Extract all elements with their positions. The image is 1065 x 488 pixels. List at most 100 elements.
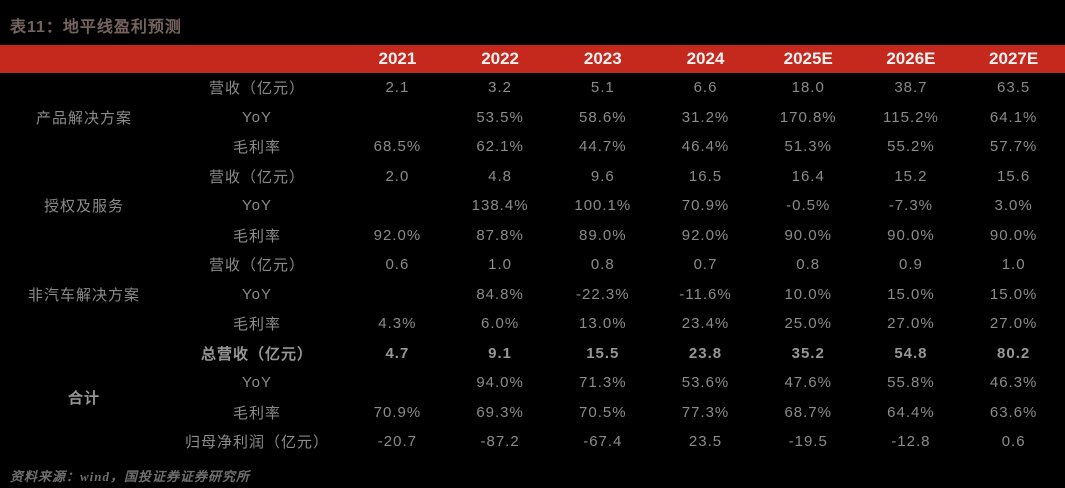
metric-label: 毛利率 <box>233 227 282 245</box>
value-cell: 23.8 <box>688 344 723 362</box>
value-cell: 69.3% <box>476 403 524 421</box>
value-cell: 0.9 <box>898 256 923 274</box>
metric-label: YoY <box>242 374 273 392</box>
table-row: 合计 总营收（亿元） 4.7 9.1 15.5 23.8 35.2 54.8 80.2 <box>0 339 1065 407</box>
value-cell: 87.8% <box>476 226 524 244</box>
table-row: YoY 84.8% -22.3% -11.6% 10.0% 15.0% 15.0% <box>0 280 1065 310</box>
value-cell: -11.6% <box>679 285 732 303</box>
value-cell <box>346 191 449 221</box>
value-cell: 1.0 <box>488 256 513 274</box>
metric-label: 总营收（亿元） <box>201 345 314 363</box>
value-cell: 15.6 <box>997 167 1031 185</box>
value-cell: 92.0% <box>373 226 422 244</box>
value-cell: 63.5 <box>997 79 1031 97</box>
year-column-header: 2022 <box>481 49 520 68</box>
value-cell: 71.3% <box>579 374 627 392</box>
value-cell: 4.3% <box>378 315 417 333</box>
table-row: 毛利率 70.9% 69.3% 70.5% 77.3% 68.7% 64.4% 63.6% <box>0 398 1065 428</box>
value-cell: 0.8 <box>796 256 821 274</box>
value-cell: 1.0 <box>1001 256 1026 274</box>
value-cell: 2.1 <box>385 79 410 97</box>
table-row: 归母净利润（亿元） -20.7 -87.2 -67.4 23.5 -19.5 -12.8 0.… <box>0 427 1065 457</box>
value-cell: 6.6 <box>693 79 718 97</box>
value-cell: 47.6% <box>784 374 832 392</box>
profit-forecast-table: 2021 2022 2023 2024 2025E 2026E 2027E 产品解决方案 营收… <box>0 45 1065 457</box>
value-cell: 0.7 <box>693 256 718 274</box>
value-cell: 23.5 <box>688 433 723 451</box>
year-column-header: 2023 <box>583 49 622 68</box>
value-cell: -7.3% <box>888 197 933 215</box>
value-cell: 5.1 <box>590 79 615 97</box>
value-cell: 68.5% <box>373 138 422 156</box>
table-row: YoY 94.0% 71.3% 53.6% 47.6% 55.8% 46.3% <box>0 368 1065 398</box>
value-cell: 53.5% <box>476 108 524 126</box>
value-cell: 0.8 <box>590 256 615 274</box>
value-cell: 16.4 <box>791 167 825 185</box>
value-cell: 64.4% <box>887 403 935 421</box>
metric-label: 毛利率 <box>233 139 282 157</box>
value-cell: 138.4% <box>471 197 529 215</box>
value-cell: 46.3% <box>989 374 1038 392</box>
metric-label: 归母净利润（亿元） <box>185 434 330 452</box>
value-cell: 90.0% <box>887 226 935 244</box>
value-cell: 31.2% <box>681 108 730 126</box>
table-title: 表11：地平线盈利预测 <box>10 19 182 36</box>
group-label: 合计 <box>68 390 101 407</box>
value-cell: 46.4% <box>681 138 730 156</box>
value-cell: 57.7% <box>989 138 1038 156</box>
table-row: 产品解决方案 营收（亿元） 2.1 3.2 5.1 6.6 18.0 38.7 63.5 <box>0 73 1065 127</box>
value-cell: 54.8 <box>894 344 928 362</box>
value-cell: -12.8 <box>891 433 931 451</box>
value-cell: 0.6 <box>1001 433 1026 451</box>
group-label: 非汽车解决方案 <box>28 286 141 304</box>
value-cell: 16.5 <box>688 167 723 185</box>
value-cell: -22.3% <box>576 285 630 303</box>
value-cell: 23.4% <box>681 315 730 333</box>
value-cell <box>346 103 449 133</box>
value-cell: 38.7 <box>894 79 928 97</box>
value-cell: 94.0% <box>476 374 524 392</box>
forecast-table-body: 产品解决方案营收（亿元） 2.1 3.2 5.1 6.6 18.0 38.7 63.5 YoY 5… <box>0 73 1065 457</box>
value-cell: 27.0% <box>887 315 935 333</box>
value-cell: 25.0% <box>784 315 832 333</box>
value-cell: 4.7 <box>385 344 410 362</box>
table-row: 毛利率 92.0% 87.8% 89.0% 92.0% 90.0% 90.0% 90.0% <box>0 221 1065 251</box>
value-cell: 64.1% <box>989 108 1038 126</box>
value-cell: 100.1% <box>574 197 632 215</box>
value-cell: -67.4 <box>583 433 623 451</box>
year-column-header: 2021 <box>378 49 417 68</box>
value-cell: 63.6% <box>989 403 1038 421</box>
group-label: 产品解决方案 <box>36 109 133 127</box>
value-cell: 70.5% <box>579 403 627 421</box>
value-cell: 9.6 <box>590 167 615 185</box>
value-cell <box>346 368 449 398</box>
value-cell: 13.0% <box>579 315 627 333</box>
source-note: 资料来源：wind，国投证券证券研究所 <box>10 468 251 484</box>
value-cell: 170.8% <box>779 108 837 126</box>
value-cell: 84.8% <box>476 285 524 303</box>
value-cell: 115.2% <box>883 108 939 126</box>
year-column-header: 2024 <box>686 49 725 68</box>
value-cell: 92.0% <box>681 226 730 244</box>
value-cell <box>346 280 449 310</box>
value-cell: 3.2 <box>488 79 513 97</box>
table-row: 毛利率 4.3% 6.0% 13.0% 23.4% 25.0% 27.0% 27.0% <box>0 309 1065 339</box>
metric-label: 营收（亿元） <box>209 257 306 275</box>
table-row: 授权及服务 营收（亿元） 2.0 4.8 9.6 16.5 16.4 15.2 15.6 <box>0 162 1065 216</box>
value-cell: 70.9% <box>373 403 422 421</box>
year-column-header: 2026E <box>886 49 936 68</box>
value-cell: 18.0 <box>791 79 825 97</box>
value-cell: -19.5 <box>788 433 828 451</box>
value-cell: 6.0% <box>481 315 520 333</box>
year-header-row: 2021 2022 2023 2024 2025E 2026E 2027E <box>0 45 1065 73</box>
value-cell: -20.7 <box>377 433 417 451</box>
value-cell: 9.1 <box>488 344 513 362</box>
value-cell: -87.2 <box>480 433 520 451</box>
value-cell: 55.2% <box>887 138 935 156</box>
metric-label: YoY <box>242 108 273 126</box>
table-row: YoY 138.4% 100.1% 70.9% -0.5% -7.3% 3.0% <box>0 191 1065 221</box>
table-row: YoY 53.5% 58.6% 31.2% 170.8% 115.2% 64.1% <box>0 103 1065 133</box>
value-cell: 55.8% <box>887 374 935 392</box>
group-label: 授权及服务 <box>44 198 125 216</box>
value-cell: 53.6% <box>681 374 730 392</box>
